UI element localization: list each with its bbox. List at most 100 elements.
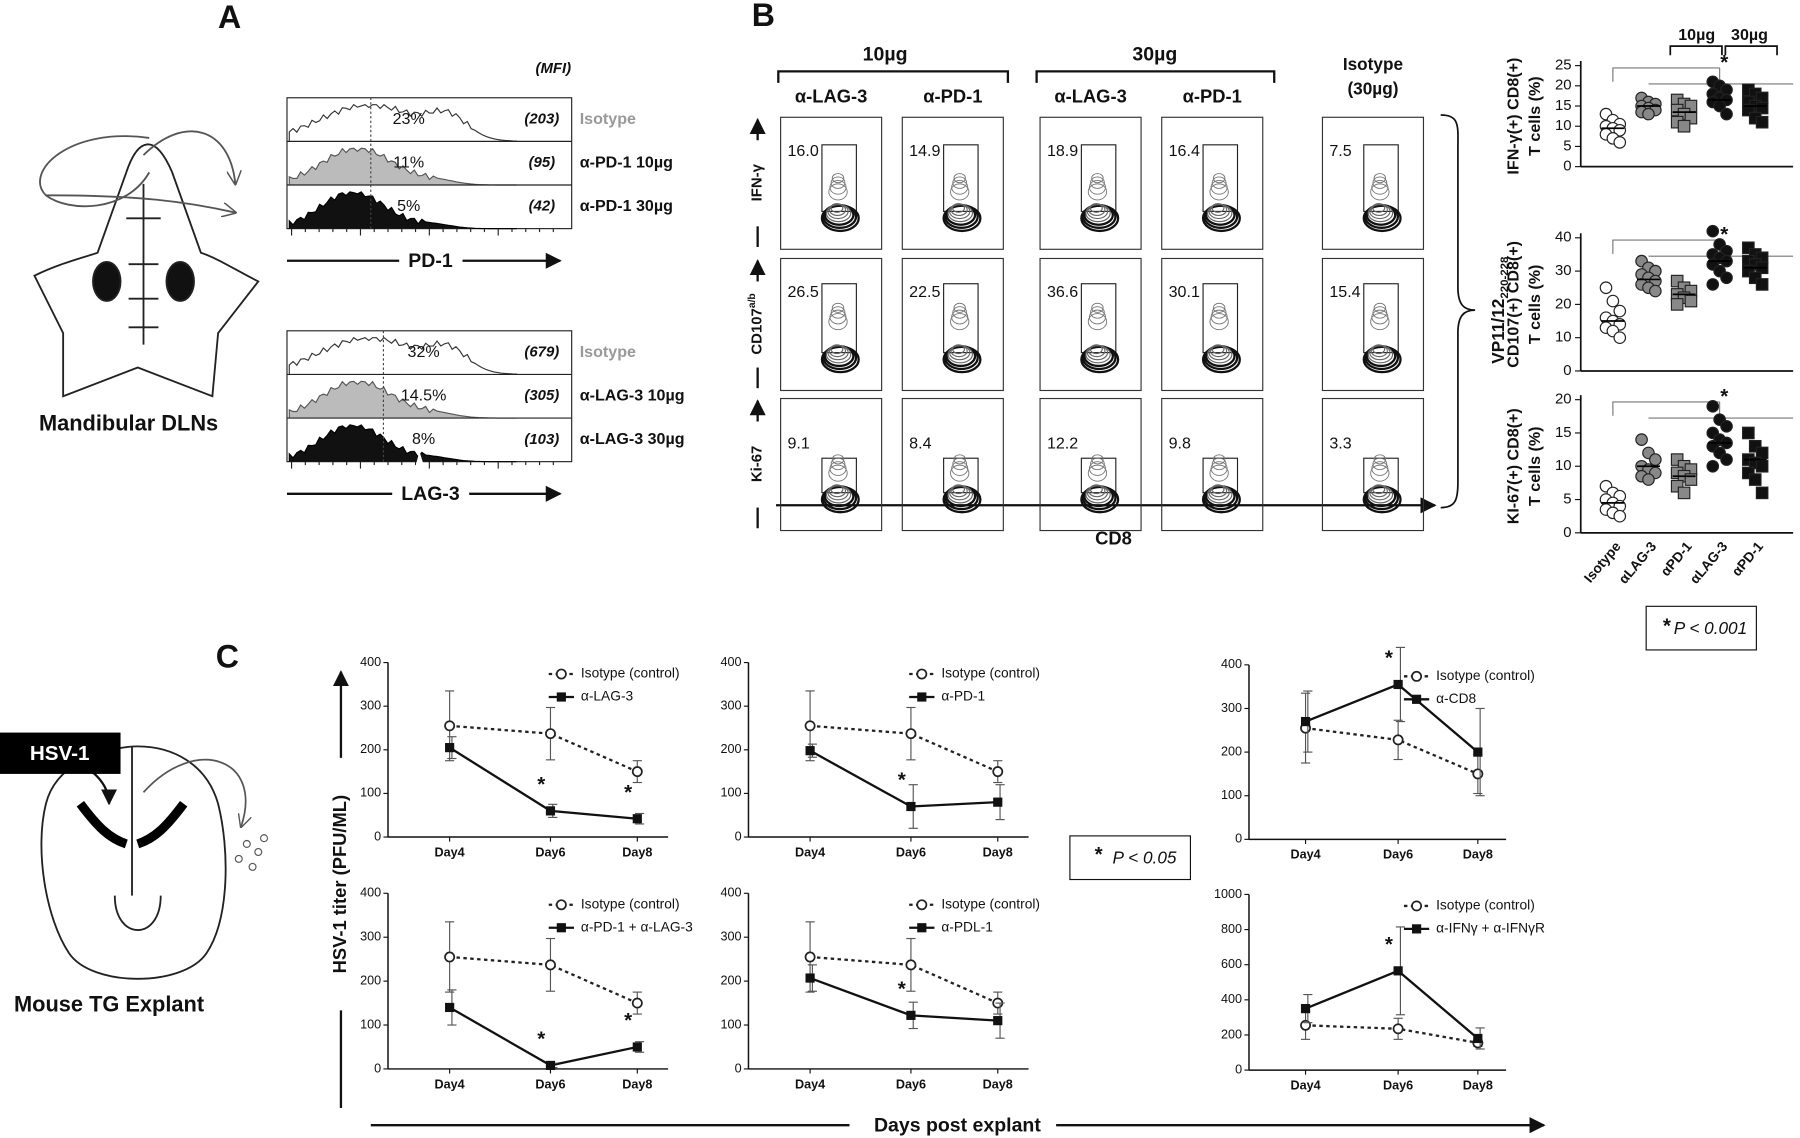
column-header: α-PD-1: [923, 86, 982, 107]
x-tick-label: Day8: [622, 1077, 652, 1091]
row-label: α-PD-1 10µg: [580, 153, 673, 171]
y-tick-label: 100: [360, 786, 381, 800]
point: [993, 797, 1003, 807]
y-tick-label: 300: [1221, 701, 1242, 715]
row-label: α-LAG-3 10µg: [580, 386, 685, 404]
image-label: Mandibular DLNs: [39, 411, 218, 436]
dot: [1755, 459, 1769, 473]
contour: [1211, 203, 1225, 213]
axis-label: LAG-3: [401, 483, 460, 505]
point: [445, 1002, 455, 1013]
y-tick-label: 20: [1555, 77, 1572, 94]
x-tick-label: Day6: [1383, 1078, 1413, 1092]
x-tick-label: Day8: [1463, 848, 1493, 862]
contour: [830, 176, 846, 189]
contour: [952, 306, 968, 319]
x-tick-label: αPD-1: [1729, 539, 1766, 579]
marker-name: Ki-67: [749, 446, 766, 482]
x-tick-label: Day6: [535, 845, 565, 859]
column-header: α-LAG-3: [795, 86, 867, 107]
sig-star: *: [1720, 385, 1729, 408]
flow-frame: [780, 257, 883, 392]
point: [445, 743, 455, 753]
y-tick-label: 600: [1221, 957, 1242, 971]
row-marker: CD107a/b: [747, 293, 766, 354]
brain-drawing: [40, 745, 269, 980]
gate-value: 3.3: [1329, 435, 1351, 453]
row-label: Isotype: [580, 110, 636, 128]
dose-label: 10µg: [1678, 26, 1715, 44]
point: [993, 1016, 1003, 1026]
y-tick-label: 30: [1555, 262, 1572, 279]
y-tick-label: 0: [735, 829, 742, 843]
legend-marker: [916, 899, 928, 911]
marker-name: CD107: [749, 308, 766, 354]
point: [805, 746, 815, 756]
contour: [1089, 203, 1103, 213]
contour: [1090, 176, 1105, 189]
point: [545, 728, 556, 740]
legend-label: α-PDL-1: [941, 919, 993, 934]
point: [545, 959, 556, 971]
legend-marker: [1411, 670, 1423, 682]
y-tick-label: 10: [1555, 329, 1572, 346]
x-tick-label: αLAG-3: [1616, 539, 1660, 587]
contour: [1372, 484, 1386, 495]
flow-frame: [780, 116, 883, 250]
gate-value: 7.5: [1329, 142, 1351, 160]
row-label: α-LAG-3 30µg: [580, 430, 685, 448]
contour: [830, 203, 844, 213]
legend-marker: [555, 899, 567, 911]
y-axis-label: T cells (%): [1526, 265, 1544, 344]
dot: [1706, 400, 1720, 413]
legend-label: Isotype (control): [1436, 668, 1535, 683]
dot: [1684, 294, 1698, 308]
percent-label: 11%: [393, 153, 424, 171]
row-label: α-PD-1 30µg: [580, 197, 673, 215]
histogram: [288, 336, 518, 375]
legend-marker: [1411, 694, 1422, 704]
flow-frame: [1321, 116, 1425, 250]
contour: [1373, 173, 1387, 184]
gate: [1202, 144, 1239, 212]
legend-label: α-PD-1 + α-LAG-3: [581, 919, 693, 934]
dot: [1649, 284, 1662, 298]
point: [444, 720, 456, 732]
y-tick-label: 300: [721, 930, 742, 944]
side-label-main: VP11/12: [1488, 299, 1508, 364]
legend-label: Isotype (control): [941, 666, 1040, 681]
dot: [1613, 136, 1627, 149]
contour: [952, 457, 968, 471]
sig-star: *: [1385, 933, 1394, 956]
flow-frame: [1161, 116, 1264, 250]
legend-label: α-CD8: [1436, 691, 1476, 706]
contour: [1210, 461, 1228, 476]
point: [992, 766, 1004, 778]
pvalue-text: P < 0.001: [1674, 618, 1747, 638]
y-tick-label: 15: [1555, 97, 1572, 114]
y-tick-label: 10: [1555, 457, 1572, 474]
legend-label: α-IFNγ + α-IFNγR: [1436, 921, 1545, 936]
gate-value: 26.5: [788, 283, 819, 301]
y-tick-label: 400: [721, 886, 742, 900]
contour: [1370, 313, 1390, 331]
percent-label: 23%: [393, 110, 425, 128]
point: [805, 973, 815, 983]
contour: [1209, 464, 1229, 482]
flow-frame: [1039, 257, 1142, 392]
contour: [1212, 302, 1226, 313]
point: [444, 951, 456, 963]
contour: [951, 461, 969, 476]
point: [1392, 1023, 1404, 1035]
contour: [1370, 464, 1390, 482]
axis-label: PD-1: [408, 250, 453, 272]
sig-star: *: [1720, 51, 1729, 74]
contour: [1091, 302, 1104, 313]
legend-marker: [1411, 924, 1422, 934]
flow-frame: [1321, 397, 1425, 532]
dot: [1755, 278, 1769, 291]
y-axis-label: T cells (%): [1526, 427, 1544, 506]
point: [804, 951, 816, 963]
legend-marker: [916, 668, 928, 680]
contour: [951, 309, 969, 325]
